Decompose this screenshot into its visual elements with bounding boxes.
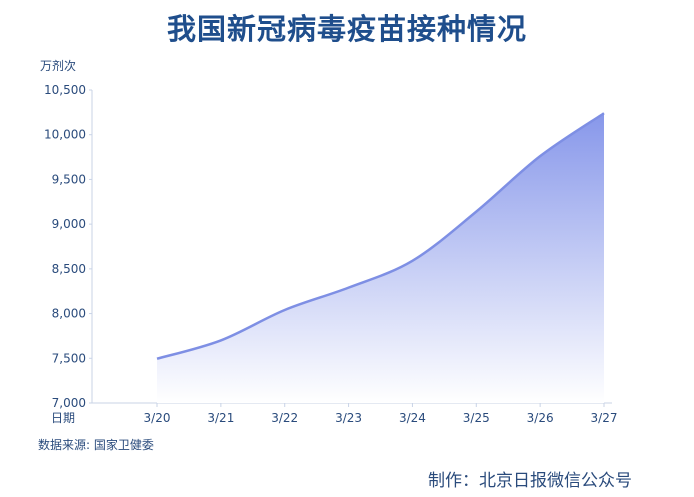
y-axis-label: 万剂次: [40, 58, 76, 73]
data-point: [475, 210, 478, 213]
data-point: [283, 308, 286, 311]
y-tick-label: 10,500: [44, 83, 86, 97]
data-point: [411, 259, 414, 262]
data-point: [347, 286, 350, 289]
x-tick-label: 3/27: [591, 411, 618, 425]
y-tick-label: 9,500: [52, 172, 86, 186]
x-tick-label: 3/20: [144, 411, 171, 425]
producer-credit: 制作：北京日报微信公众号: [428, 471, 632, 491]
y-tick-label: 7,500: [52, 351, 86, 365]
data-point: [603, 112, 606, 115]
y-tick-label: 10,000: [44, 128, 86, 142]
data-point: [539, 155, 542, 158]
area-fill: [157, 113, 604, 403]
x-axis-label: 日期: [51, 411, 75, 425]
data-source: 数据来源: 国家卫健委: [38, 438, 154, 452]
data-point: [156, 357, 159, 360]
y-tick-label: 7,000: [52, 396, 86, 410]
data-point: [219, 339, 222, 342]
x-tick-label: 3/21: [207, 411, 234, 425]
y-tick-label: 8,500: [52, 262, 86, 276]
y-tick-label: 9,000: [52, 217, 86, 231]
x-tick-label: 3/23: [335, 411, 362, 425]
x-tick-label: 3/25: [463, 411, 490, 425]
chart-title: 我国新冠病毒疫苗接种情况: [166, 12, 527, 46]
area-line: [156, 112, 605, 360]
y-tick-label: 8,000: [52, 307, 86, 321]
x-tick-label: 3/26: [527, 411, 554, 425]
x-tick-label: 3/22: [271, 411, 298, 425]
x-tick-label: 3/24: [399, 411, 426, 425]
